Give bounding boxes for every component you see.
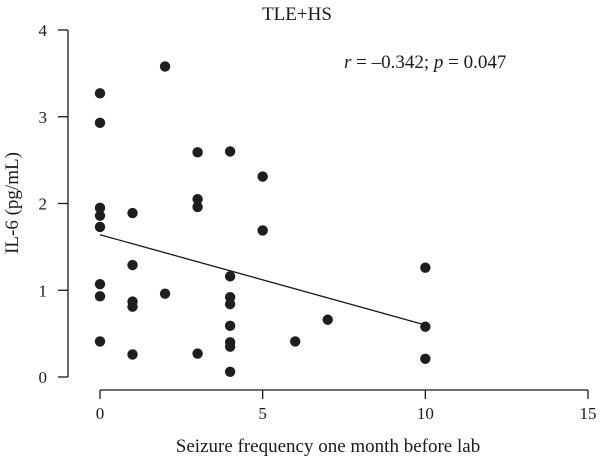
data-point	[159, 61, 171, 72]
data-point	[224, 366, 236, 377]
data-point	[420, 262, 431, 273]
data-point	[94, 221, 106, 233]
regression-line	[99, 234, 426, 326]
data-point	[192, 201, 203, 213]
p-value: = 0.047	[443, 52, 506, 73]
data-point	[159, 288, 171, 299]
chart-title: TLE+HS	[262, 4, 332, 25]
correlation-annotation: r = –0.342; p = 0.047	[344, 52, 506, 73]
data-point	[224, 146, 236, 157]
data-point	[94, 210, 106, 221]
data-point	[94, 336, 106, 347]
y-tick-label: 4	[39, 21, 48, 40]
x-axis-ticks: 0 5 10 15	[96, 390, 597, 423]
data-point	[127, 301, 138, 312]
y-tick-label: 2	[39, 195, 48, 214]
y-tick-label: 1	[39, 281, 48, 300]
y-tick-label: 0	[39, 368, 48, 387]
data-point	[192, 147, 203, 158]
x-tick-label: 0	[96, 404, 105, 423]
data-point	[94, 202, 106, 214]
data-point	[420, 321, 431, 332]
x-tick-label: 10	[417, 404, 434, 423]
data-point	[224, 298, 236, 310]
data-points	[94, 61, 431, 377]
data-point	[290, 336, 301, 347]
x-tick-label: 15	[580, 404, 597, 423]
data-point	[94, 278, 106, 290]
data-point	[192, 193, 203, 205]
x-axis-title: Seizure frequency one month before lab	[176, 436, 480, 457]
data-point	[224, 341, 236, 352]
r-value: = –0.342;	[351, 52, 434, 73]
data-point	[420, 353, 431, 364]
p-symbol: p	[432, 52, 444, 73]
data-point	[94, 88, 106, 99]
data-point	[257, 225, 268, 236]
y-axis-title: IL-6 (pg/mL)	[2, 152, 23, 254]
data-point	[224, 320, 236, 332]
data-point	[192, 348, 203, 359]
data-point	[224, 271, 236, 282]
y-tick-label: 3	[39, 108, 48, 127]
data-point	[322, 314, 333, 325]
data-point	[94, 117, 106, 129]
data-point	[257, 171, 268, 182]
data-point	[94, 291, 106, 302]
x-tick-label: 5	[258, 404, 267, 423]
data-point	[127, 259, 138, 271]
y-axis-ticks: 0 1 2 3 4	[39, 21, 68, 387]
data-point	[127, 207, 138, 219]
data-point	[127, 349, 138, 360]
r-symbol: r	[344, 52, 352, 73]
